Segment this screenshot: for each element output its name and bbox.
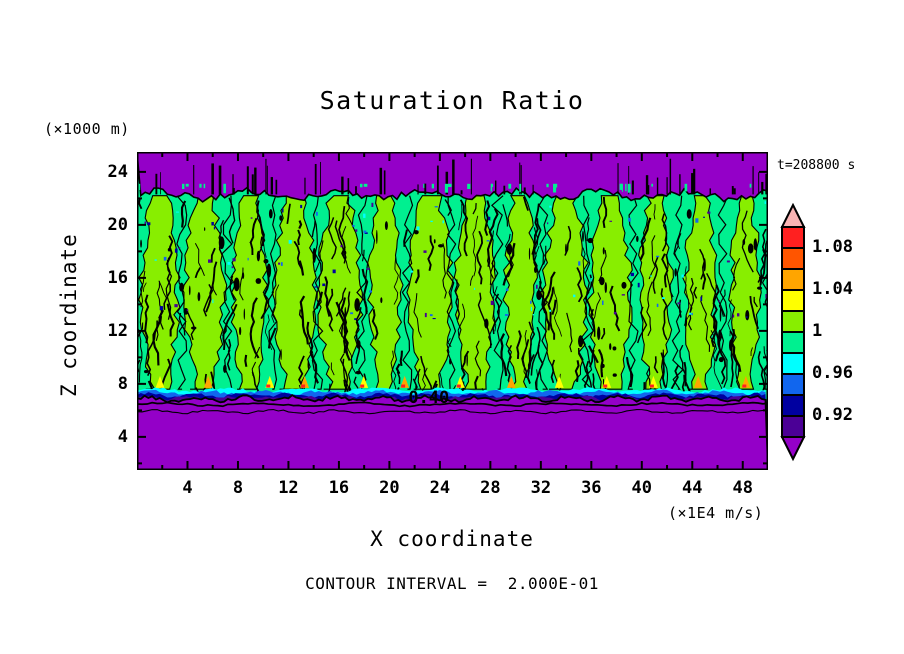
y-tick-24: 24 xyxy=(107,161,128,182)
y-axis-title: Z coordinate xyxy=(57,233,81,397)
x-tick-40: 40 xyxy=(631,478,653,498)
colorbar-label-0-92: 0.92 xyxy=(812,405,853,425)
y-tick-12: 12 xyxy=(107,320,128,341)
x-tick-16: 16 xyxy=(328,478,350,498)
x-tick-20: 20 xyxy=(379,478,400,498)
colorbar xyxy=(780,203,806,462)
x-tick-44: 44 xyxy=(682,478,703,498)
x-tick-28: 28 xyxy=(480,478,501,498)
contour-line-label: 0.40 xyxy=(408,388,449,408)
colorbar-label-1-04: 1.04 xyxy=(812,279,853,299)
x-tick-8: 8 xyxy=(232,478,244,498)
y-axis-unit-label: (×1000 m) xyxy=(44,120,130,138)
colorbar-label-0-96: 0.96 xyxy=(812,363,853,383)
contour-interval-caption: CONTOUR INTERVAL = 2.000E-01 xyxy=(305,574,599,593)
y-tick-20: 20 xyxy=(107,214,128,235)
x-tick-24: 24 xyxy=(429,478,451,498)
x-tick-36: 36 xyxy=(581,478,602,498)
y-tick-16: 16 xyxy=(107,267,128,288)
timestamp-label: t=208800 s xyxy=(777,158,856,173)
x-tick-12: 12 xyxy=(278,478,299,498)
colorbar-label-1-08: 1.08 xyxy=(812,237,853,257)
x-axis-title: X coordinate xyxy=(370,527,534,551)
x-tick-48: 48 xyxy=(732,478,753,498)
y-tick-8: 8 xyxy=(117,373,128,394)
x-tick-4: 4 xyxy=(182,478,193,498)
x-tick-32: 32 xyxy=(530,478,552,498)
colorbar-label-1: 1 xyxy=(812,321,823,341)
contour-plot-svg: 0.40 xyxy=(137,152,768,470)
y-tick-4: 4 xyxy=(117,426,128,447)
x-axis-unit-label: (×1E4 m/s) xyxy=(668,504,764,522)
contour-plot-area: 0.40 xyxy=(137,152,768,470)
chart-title: Saturation Ratio xyxy=(319,86,585,115)
